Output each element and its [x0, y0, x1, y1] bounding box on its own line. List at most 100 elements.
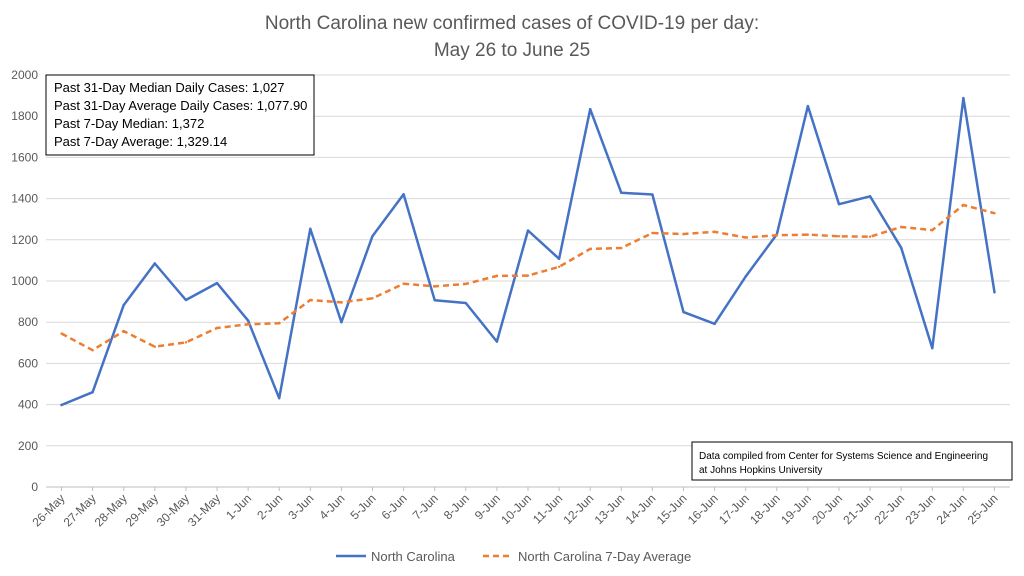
data-point-7-day-average [495, 274, 499, 278]
x-tick-label: 31-May [185, 491, 223, 529]
x-tick-label: 5-Jun [348, 491, 379, 522]
y-tick-label: 200 [18, 439, 38, 453]
stats-box: Past 31-Day Median Daily Cases: 1,027 Pa… [45, 74, 315, 156]
x-tick-label: 28-May [92, 491, 130, 529]
x-tick-label: 20-Jun [809, 491, 845, 527]
x-tick-label: 11-Jun [530, 491, 565, 526]
data-point-7-day-average [588, 247, 592, 251]
stats-line-average-31: Past 31-Day Average Daily Cases: 1,077.9… [54, 98, 307, 113]
legend-label-7-day-average: North Carolina 7-Day Average [518, 549, 691, 564]
data-point-7-day-average [713, 230, 716, 233]
x-tick-label: 21-Jun [840, 491, 876, 527]
data-point-7-day-average [433, 285, 436, 288]
data-point-7-day-average [806, 233, 810, 236]
data-point-north-carolina [931, 346, 934, 350]
data-point-north-carolina [215, 281, 219, 285]
x-tick-label: 3-Jun [285, 491, 316, 522]
x-tick-label: 19-Jun [778, 491, 814, 527]
x-tick-label: 4-Jun [316, 491, 347, 522]
data-point-north-carolina [837, 202, 841, 206]
data-point-7-day-average [620, 246, 623, 250]
x-tick-label: 30-May [154, 491, 192, 529]
data-point-7-day-average [246, 323, 250, 326]
data-point-north-carolina [588, 107, 592, 111]
x-tick-label: 6-Jun [379, 491, 410, 522]
data-point-north-carolina [309, 227, 312, 231]
data-point-7-day-average [309, 298, 312, 302]
stats-line-median-31: Past 31-Day Median Daily Cases: 1,027 [54, 80, 285, 95]
chart-title-line-1: North Carolina new confirmed cases of CO… [265, 13, 759, 34]
data-point-north-carolina [682, 310, 685, 314]
data-point-7-day-average [993, 212, 996, 215]
source-note: Data compiled from Center for Systems Sc… [691, 441, 1013, 481]
data-point-7-day-average [340, 301, 343, 304]
data-point-north-carolina [495, 340, 499, 343]
source-note-border [691, 441, 1013, 481]
data-point-north-carolina [91, 391, 94, 394]
series-line-7-day-average [60, 203, 995, 352]
y-tick-label: 1000 [11, 274, 38, 288]
y-axis: 0 200 400 600 800 1000 1200 1400 1600 1800 2000 [11, 68, 38, 494]
data-point-north-carolina [899, 246, 903, 250]
stats-line-average-7: Past 7-Day Average: 1,329.14 [54, 134, 227, 149]
x-tick-label: 24-Jun [934, 491, 970, 527]
data-point-north-carolina [60, 403, 63, 407]
data-point-north-carolina [340, 321, 343, 324]
data-point-north-carolina [651, 193, 654, 196]
y-tick-label: 400 [18, 398, 38, 412]
data-point-north-carolina [620, 191, 623, 195]
chart-title: North Carolina new confirmed cases of CO… [265, 13, 759, 61]
data-point-7-day-average [837, 235, 841, 238]
data-point-7-day-average [682, 232, 685, 236]
plot-area [60, 96, 996, 407]
x-tick-label: 16-Jun [685, 491, 721, 527]
legend: North Carolina North Carolina 7-Day Aver… [336, 549, 691, 564]
data-point-north-carolina [433, 298, 436, 302]
x-tick-label: 29-May [123, 491, 161, 529]
data-point-7-day-average [402, 282, 405, 285]
y-tick-label: 1600 [11, 150, 38, 164]
data-point-north-carolina [371, 234, 374, 238]
data-point-7-day-average [278, 322, 281, 325]
data-point-7-day-average [60, 332, 63, 335]
data-point-7-day-average [464, 282, 468, 286]
data-point-7-day-average [371, 297, 374, 300]
x-tick-label: 27-May [61, 491, 99, 529]
x-tick-label: 10-Jun [498, 491, 534, 527]
y-tick-label: 600 [18, 356, 38, 370]
stats-box-border [45, 74, 315, 156]
x-tick-label: 25-Jun [965, 491, 1001, 527]
data-point-north-carolina [153, 262, 157, 265]
y-tick-label: 1800 [11, 109, 38, 123]
x-tick-label: 13-Jun [592, 491, 628, 527]
data-point-north-carolina [402, 193, 405, 196]
data-point-north-carolina [993, 291, 996, 294]
data-point-north-carolina [744, 275, 747, 278]
legend-label-north-carolina: North Carolina [371, 549, 456, 564]
x-tick-label: 12-Jun [560, 491, 596, 527]
data-point-7-day-average [775, 234, 778, 237]
x-tick-label: 18-Jun [747, 491, 783, 527]
y-tick-label: 2000 [11, 68, 38, 82]
y-tick-label: 1200 [11, 233, 38, 247]
data-point-7-day-average [153, 345, 157, 348]
y-tick-label: 0 [31, 480, 38, 494]
x-tick-label: 23-Jun [903, 491, 939, 527]
x-tick-label: 15-Jun [654, 491, 690, 527]
x-tick-label: 22-Jun [871, 491, 907, 527]
data-point-7-day-average [557, 265, 561, 268]
y-tick-label: 1400 [11, 192, 38, 206]
data-point-north-carolina [278, 397, 281, 400]
data-point-north-carolina [246, 319, 250, 322]
data-point-north-carolina [464, 301, 468, 305]
data-point-7-day-average [122, 329, 125, 333]
data-point-north-carolina [962, 96, 965, 100]
data-point-north-carolina [184, 298, 188, 302]
stats-line-median-7: Past 7-Day Median: 1,372 [54, 116, 204, 131]
chart-title-line-2: May 26 to June 25 [434, 40, 590, 61]
x-tick-label: 1-Jun [223, 491, 254, 522]
source-note-line-2: at Johns Hopkins University [699, 465, 822, 476]
data-point-7-day-average [962, 203, 965, 207]
data-point-7-day-average [215, 326, 219, 330]
